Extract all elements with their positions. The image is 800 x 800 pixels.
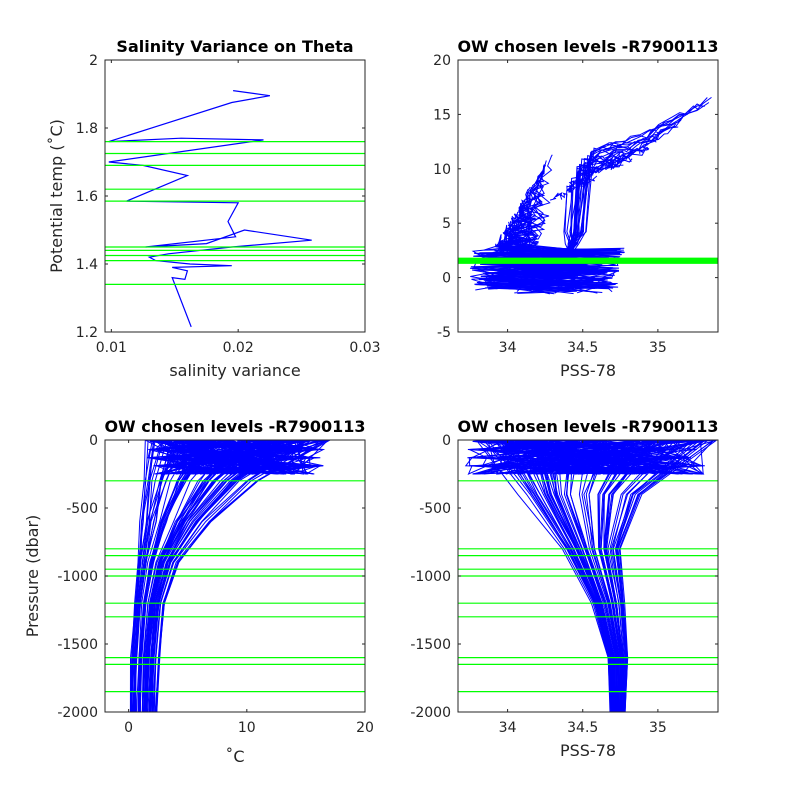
plot-area — [104, 59, 366, 333]
ts-tongue-line — [506, 250, 621, 255]
ts-profile-line — [569, 149, 643, 256]
ts-tongue-line — [513, 253, 621, 257]
x-axis-label: PSS-78 — [560, 741, 616, 760]
ts-tongue-line — [520, 254, 622, 258]
ts-profile-line — [567, 119, 682, 257]
x-axis-label: ˚C — [225, 747, 244, 766]
panel-salinity-pressure: OW chosen levels -R7900113 PSS-78 34 34.5… — [410, 417, 718, 760]
salinity-profile-line — [496, 440, 704, 712]
salinity-profile-line — [472, 440, 703, 712]
variance-profile-line — [108, 90, 312, 328]
ts-profile-line — [570, 162, 614, 256]
panel-temperature-pressure: OW chosen levels -R7900113 ˚C Pressure (… — [23, 417, 374, 766]
y-tick-label: -1500 — [410, 637, 451, 653]
y-tick-label: -5 — [437, 325, 451, 341]
y-tick-label: 0 — [442, 433, 451, 449]
x-tick-label: 34.5 — [567, 340, 598, 356]
ts-profile-line — [565, 126, 671, 257]
y-tick-label: -500 — [419, 501, 451, 517]
y-tick-label: 1.4 — [76, 257, 98, 273]
salinity-profile-line — [494, 440, 697, 712]
y-tick-label: 2 — [89, 53, 98, 69]
panel-theta-salinity: OW chosen levels -R7900113 PSS-78 34 34.5… — [433, 37, 718, 380]
y-tick-label: 0 — [89, 433, 98, 449]
y-axis-label: Potential temp (˚C) — [47, 119, 66, 273]
panel-salinity-variance: Salinity Variance on Theta salinity vari… — [47, 37, 381, 380]
x-axis-label: PSS-78 — [560, 361, 616, 380]
y-tick-label: -1000 — [410, 569, 451, 585]
x-tick-label: 34 — [499, 720, 517, 736]
x-tick-label: 35 — [649, 720, 667, 736]
ts-tongue-line — [502, 249, 620, 253]
ts-profile-line — [479, 189, 618, 289]
x-tick-label: 34.5 — [567, 720, 598, 736]
x-tick-label: 10 — [238, 720, 256, 736]
x-axis-label: salinity variance — [169, 361, 300, 380]
y-tick-label: -1500 — [57, 637, 98, 653]
x-tick-label: 20 — [356, 720, 374, 736]
y-tick-label: 1.6 — [76, 189, 98, 205]
ts-tongue-line — [486, 251, 625, 255]
y-tick-label: 20 — [433, 53, 451, 69]
ts-profile-line — [566, 146, 647, 257]
chart-title: OW chosen levels -R7900113 — [104, 417, 365, 436]
x-tick-label: 0.01 — [96, 340, 127, 356]
salinity-profile-line — [533, 440, 694, 712]
x-tick-label: 34 — [499, 340, 517, 356]
ts-profile-line — [564, 183, 577, 256]
y-tick-label: -2000 — [410, 705, 451, 721]
y-tick-label: 1.8 — [76, 121, 98, 137]
ts-profile-line — [566, 123, 677, 257]
ts-tongue-line — [497, 250, 618, 254]
ts-tongue-line — [518, 247, 625, 251]
y-tick-label: 10 — [433, 162, 451, 178]
y-tick-label: 5 — [442, 216, 451, 232]
ts-profile-line — [567, 175, 598, 256]
plot-frame — [457, 59, 719, 333]
y-tick-label: 1.2 — [76, 325, 98, 341]
salinity-profile-line — [520, 440, 668, 712]
x-tick-label: 0 — [124, 720, 133, 736]
chart-title: OW chosen levels -R7900113 — [457, 417, 718, 436]
y-tick-label: -1000 — [57, 569, 98, 585]
y-axis-label: Pressure (dbar) — [23, 515, 42, 638]
ts-profile-line — [567, 113, 689, 257]
x-tick-label: 0.03 — [349, 340, 380, 356]
salinity-profile-line — [502, 440, 709, 712]
chart-title: Salinity Variance on Theta — [116, 37, 353, 56]
chart-title: OW chosen levels -R7900113 — [457, 37, 718, 56]
ts-profile-line — [475, 201, 608, 291]
y-tick-label: 0 — [442, 271, 451, 287]
y-tick-label: -2000 — [57, 705, 98, 721]
salinity-profile-line — [478, 440, 700, 712]
ts-profile-line — [566, 176, 592, 256]
x-tick-label: 0.02 — [223, 340, 254, 356]
x-tick-label: 35 — [649, 340, 667, 356]
y-tick-label: -500 — [66, 501, 98, 517]
ts-profile-line — [563, 97, 708, 257]
y-tick-label: 15 — [433, 107, 451, 123]
